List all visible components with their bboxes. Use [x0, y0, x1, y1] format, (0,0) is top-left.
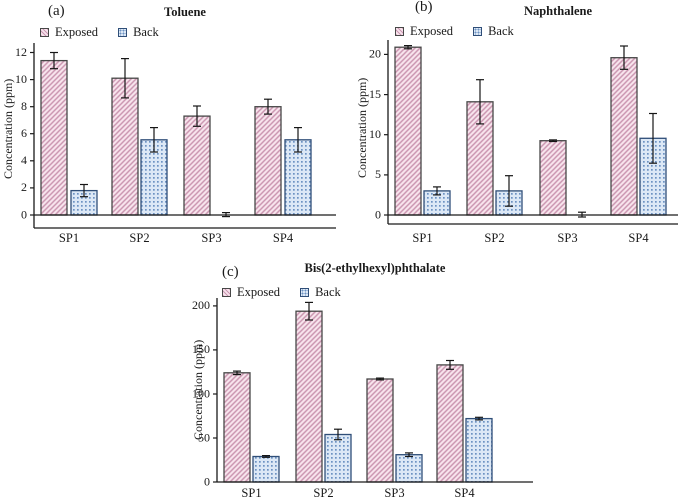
chart-panel-b: 0 5 10 15 20 SP1 SP2 SP3 SP4 (b) Naphthalene Exp… [338, 0, 678, 250]
svg-text:20: 20 [369, 47, 381, 61]
svg-text:SP1: SP1 [59, 231, 79, 245]
legend-swatch-exposed-icon [222, 287, 231, 297]
chart-title-a: Toluene [164, 5, 206, 19]
panel-label-a: (a) [48, 3, 65, 19]
svg-text:15: 15 [369, 87, 381, 101]
svg-text:SP1: SP1 [412, 231, 432, 245]
svg-text:SP2: SP2 [129, 231, 149, 245]
svg-text:50: 50 [198, 430, 210, 444]
y-axis-label-c: Concentration (ppm) [191, 339, 205, 441]
svg-text:12: 12 [15, 45, 27, 59]
svg-text:10: 10 [369, 127, 381, 141]
svg-text:0: 0 [375, 207, 381, 221]
svg-text:SP1: SP1 [241, 486, 261, 500]
chart-plot-c: 0 50 100 150 200 SP1 SP2 SP3 SP4 [192, 298, 533, 500]
legend-label-back: Back [488, 24, 514, 38]
svg-text:SP3: SP3 [557, 231, 577, 245]
legend-label-exposed: Exposed [410, 24, 454, 38]
svg-text:SP4: SP4 [273, 231, 294, 245]
legend-swatch-back-icon [473, 26, 483, 36]
chart-plot-b: 0 5 10 15 20 SP1 SP2 SP3 SP4 [369, 40, 678, 245]
svg-text:SP3: SP3 [384, 486, 404, 500]
panel-label-b: (b) [415, 0, 433, 15]
chart-title-b: Naphthalene [523, 4, 593, 18]
svg-text:200: 200 [192, 298, 210, 312]
y-axis-label-b: Concentration (ppm) [355, 77, 369, 178]
svg-text:0: 0 [21, 207, 27, 221]
svg-text:10: 10 [15, 72, 27, 86]
legend-b: Exposed Back [395, 25, 514, 38]
svg-text:SP2: SP2 [313, 486, 333, 500]
legend-label-back: Back [315, 285, 341, 299]
legend-swatch-back-icon [118, 27, 128, 37]
legend-swatch-exposed-icon [40, 27, 49, 37]
svg-text:100: 100 [192, 386, 210, 400]
svg-text:6: 6 [21, 126, 27, 140]
legend-label-exposed: Exposed [55, 25, 99, 39]
chart-title-c: Bis(2-ethylhexyl)phthalate [304, 261, 446, 275]
legend-label-exposed: Exposed [237, 285, 281, 299]
panel-label-c: (c) [222, 264, 239, 280]
svg-text:8: 8 [21, 99, 27, 113]
svg-text:SP2: SP2 [484, 231, 504, 245]
svg-text:SP4: SP4 [628, 231, 649, 245]
svg-text:0: 0 [204, 474, 210, 488]
chart-plot-a: 0 2 4 6 8 10 12 SP1 SP2 SP3 SP4 [15, 43, 336, 245]
legend-c: Exposed Back [222, 286, 341, 299]
svg-text:5: 5 [375, 167, 381, 181]
legend-label-back: Back [133, 25, 159, 39]
chart-panel-a: 0 2 4 6 8 10 12 SP1 SP2 SP3 SP4 (a) Toluene Expose… [0, 0, 340, 250]
svg-text:150: 150 [192, 342, 210, 356]
svg-text:2: 2 [21, 180, 27, 194]
chart-panel-c: 0 50 100 150 200 SP1 SP2 SP3 SP4 (c) Bis(2-ethyl… [150, 252, 540, 501]
svg-text:SP3: SP3 [201, 231, 221, 245]
svg-text:4: 4 [21, 153, 27, 167]
y-axis-label-a: Concentration (ppm) [1, 78, 15, 180]
legend-a: Exposed Back [40, 26, 159, 39]
svg-text:SP4: SP4 [454, 486, 475, 500]
legend-swatch-exposed-icon [395, 26, 404, 36]
legend-swatch-back-icon [300, 287, 310, 297]
